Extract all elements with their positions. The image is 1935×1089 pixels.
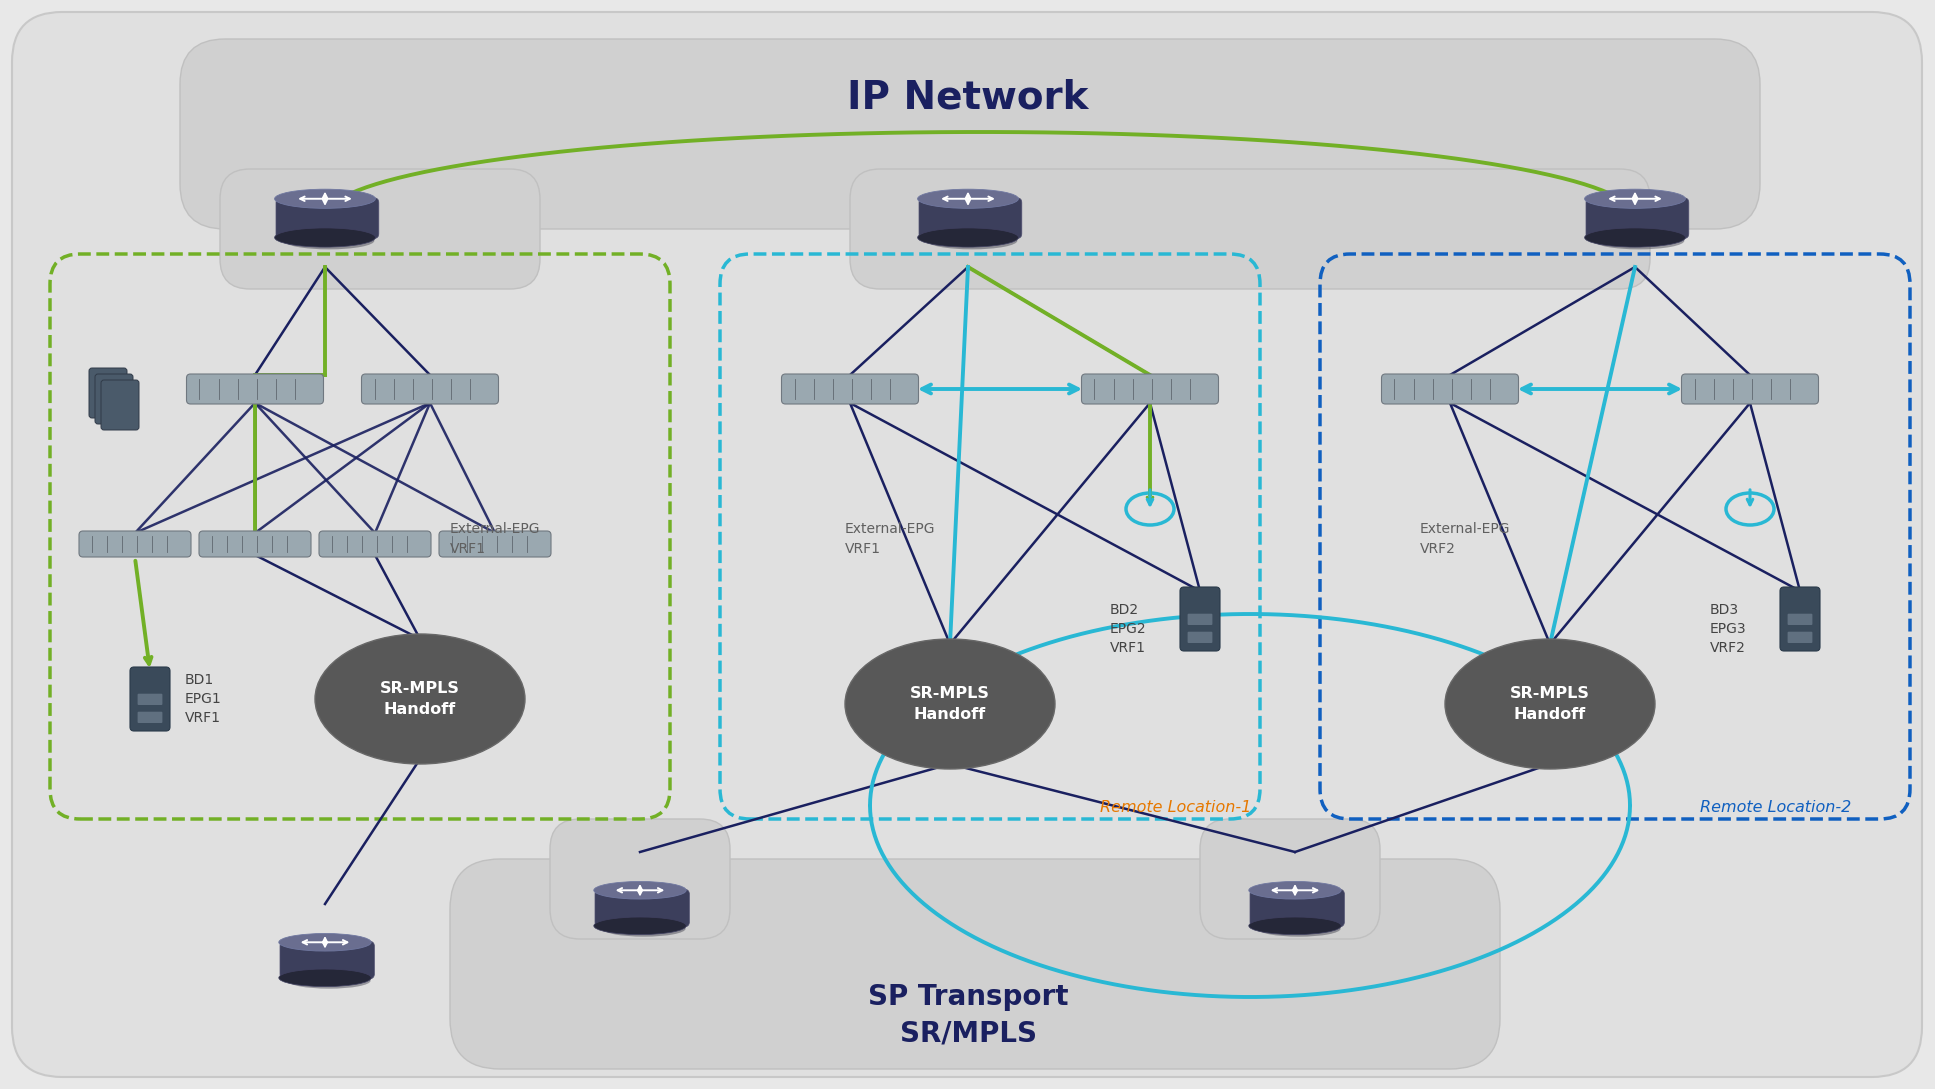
Ellipse shape bbox=[275, 228, 375, 247]
Ellipse shape bbox=[284, 232, 373, 249]
FancyBboxPatch shape bbox=[1200, 819, 1380, 939]
FancyBboxPatch shape bbox=[101, 380, 139, 430]
FancyBboxPatch shape bbox=[1788, 632, 1813, 643]
FancyBboxPatch shape bbox=[1780, 587, 1821, 651]
Ellipse shape bbox=[917, 189, 1018, 208]
FancyBboxPatch shape bbox=[1188, 614, 1213, 625]
Text: SP Transport: SP Transport bbox=[867, 983, 1068, 1011]
FancyBboxPatch shape bbox=[199, 531, 312, 556]
FancyBboxPatch shape bbox=[782, 374, 919, 404]
FancyBboxPatch shape bbox=[95, 374, 134, 424]
FancyBboxPatch shape bbox=[137, 694, 163, 705]
Text: IP Network: IP Network bbox=[848, 78, 1089, 117]
Text: BD2
EPG2
VRF1: BD2 EPG2 VRF1 bbox=[1111, 602, 1147, 656]
FancyBboxPatch shape bbox=[281, 941, 373, 979]
FancyBboxPatch shape bbox=[79, 531, 192, 556]
Text: BD1
EPG1
VRF1: BD1 EPG1 VRF1 bbox=[186, 673, 223, 725]
FancyBboxPatch shape bbox=[1382, 374, 1519, 404]
FancyBboxPatch shape bbox=[89, 368, 128, 418]
FancyBboxPatch shape bbox=[451, 859, 1500, 1069]
FancyBboxPatch shape bbox=[439, 531, 551, 556]
FancyBboxPatch shape bbox=[186, 374, 323, 404]
Ellipse shape bbox=[602, 921, 685, 937]
Text: SR/MPLS: SR/MPLS bbox=[900, 1020, 1037, 1048]
FancyBboxPatch shape bbox=[1250, 890, 1345, 927]
FancyBboxPatch shape bbox=[550, 819, 729, 939]
Ellipse shape bbox=[1248, 917, 1341, 934]
FancyBboxPatch shape bbox=[849, 169, 1651, 289]
Text: Remote Location-1: Remote Location-1 bbox=[1099, 799, 1252, 815]
Text: SR-MPLS
Handoff: SR-MPLS Handoff bbox=[1509, 686, 1591, 722]
FancyBboxPatch shape bbox=[319, 531, 432, 556]
Ellipse shape bbox=[1248, 881, 1341, 900]
Ellipse shape bbox=[1585, 189, 1685, 208]
Ellipse shape bbox=[288, 972, 372, 989]
FancyBboxPatch shape bbox=[919, 198, 1022, 238]
Ellipse shape bbox=[927, 232, 1018, 249]
Text: External-EPG
VRF1: External-EPG VRF1 bbox=[846, 523, 935, 555]
Text: BD3
EPG3
VRF2: BD3 EPG3 VRF2 bbox=[1711, 602, 1747, 656]
Text: External-EPG
VRF2: External-EPG VRF2 bbox=[1420, 523, 1511, 555]
Ellipse shape bbox=[315, 634, 524, 764]
FancyBboxPatch shape bbox=[12, 12, 1921, 1077]
FancyBboxPatch shape bbox=[1180, 587, 1219, 651]
FancyBboxPatch shape bbox=[594, 890, 689, 927]
FancyBboxPatch shape bbox=[1682, 374, 1819, 404]
FancyBboxPatch shape bbox=[362, 374, 499, 404]
Text: Remote Location-2: Remote Location-2 bbox=[1701, 799, 1852, 815]
FancyBboxPatch shape bbox=[1788, 614, 1813, 625]
Text: External-EPG
VRF1: External-EPG VRF1 bbox=[451, 523, 540, 555]
FancyBboxPatch shape bbox=[130, 666, 170, 731]
Ellipse shape bbox=[279, 969, 372, 987]
Text: SR-MPLS
Handoff: SR-MPLS Handoff bbox=[909, 686, 991, 722]
Ellipse shape bbox=[917, 228, 1018, 247]
FancyBboxPatch shape bbox=[137, 712, 163, 723]
Ellipse shape bbox=[594, 917, 687, 934]
Ellipse shape bbox=[279, 933, 372, 951]
Text: SR-MPLS
Handoff: SR-MPLS Handoff bbox=[379, 681, 461, 717]
Ellipse shape bbox=[1594, 232, 1683, 249]
FancyBboxPatch shape bbox=[1587, 198, 1689, 238]
FancyBboxPatch shape bbox=[277, 198, 379, 238]
Ellipse shape bbox=[1445, 639, 1654, 769]
FancyBboxPatch shape bbox=[1188, 632, 1213, 643]
Ellipse shape bbox=[1258, 921, 1341, 937]
FancyBboxPatch shape bbox=[221, 169, 540, 289]
Ellipse shape bbox=[275, 189, 375, 208]
Ellipse shape bbox=[1585, 228, 1685, 247]
FancyBboxPatch shape bbox=[180, 39, 1761, 229]
FancyBboxPatch shape bbox=[1082, 374, 1219, 404]
Ellipse shape bbox=[594, 881, 687, 900]
Ellipse shape bbox=[846, 639, 1055, 769]
